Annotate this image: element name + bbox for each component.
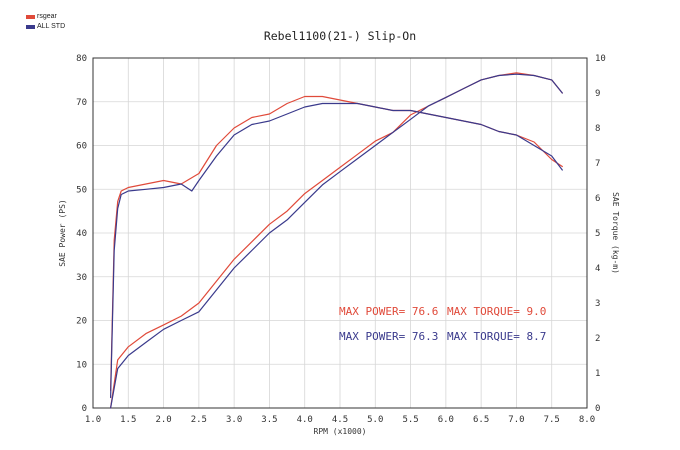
annotation-2: MAX POWER= 76.3	[339, 330, 438, 343]
y2-tick-label-5: 5	[595, 229, 600, 239]
x-tick-label-13: 7.5	[544, 415, 560, 425]
annotation-3: MAX TORQUE= 8.7	[447, 330, 546, 343]
y-tick-label-6: 60	[76, 142, 87, 152]
legend-swatch-rsgear	[26, 14, 35, 19]
y2-tick-label-8: 8	[595, 124, 600, 134]
annotation-1: MAX TORQUE= 9.0	[447, 305, 546, 318]
x-axis-label: RPM (x1000)	[314, 427, 367, 436]
series-line-rsgear-power	[109, 72, 563, 409]
x-tick-label-3: 2.5	[191, 415, 207, 425]
y2-axis-label: SAE Torque (kg-m)	[611, 192, 620, 274]
y2-tick-label-4: 4	[595, 264, 600, 274]
x-tick-label-7: 4.5	[332, 415, 348, 425]
y2-tick-label-3: 3	[595, 299, 600, 309]
x-tick-label-0: 1.0	[85, 415, 101, 425]
y-tick-label-7: 70	[76, 98, 87, 108]
y-tick-label-4: 40	[76, 229, 87, 239]
y-tick-label-3: 30	[76, 273, 87, 283]
x-tick-label-5: 3.5	[261, 415, 277, 425]
y2-tick-label-1: 1	[595, 369, 600, 379]
x-tick-label-6: 4.0	[297, 415, 313, 425]
legend-swatch-all-std	[26, 24, 35, 29]
y-tick-label-0: 0	[82, 404, 87, 414]
legend-item-rsgear: rsgear	[26, 13, 57, 20]
legend-label-rsgear: rsgear	[37, 13, 57, 20]
annotation-0: MAX POWER= 76.6	[339, 305, 438, 318]
series-line-all-std-torque	[109, 102, 563, 399]
y2-tick-label-9: 9	[595, 89, 600, 99]
y2-tick-label-2: 2	[595, 334, 600, 344]
chart-title: Rebel1100(21-) Slip-On	[263, 29, 417, 43]
x-tick-label-2: 2.0	[155, 415, 171, 425]
x-tick-label-4: 3.0	[226, 415, 242, 425]
series-line-all-std-power	[109, 73, 563, 409]
y-tick-label-8: 80	[76, 54, 87, 64]
x-tick-label-11: 6.5	[473, 415, 489, 425]
y-tick-label-1: 10	[76, 360, 87, 370]
y-tick-label-2: 20	[76, 317, 87, 327]
plot-frame	[92, 57, 588, 409]
y2-tick-label-10: 10	[595, 54, 606, 64]
y2-tick-label-0: 0	[595, 404, 600, 414]
x-tick-label-10: 6.0	[438, 415, 454, 425]
x-tick-label-9: 5.5	[402, 415, 418, 425]
y-axis-label: SAE Power (PS)	[58, 199, 67, 266]
series-line-rsgear-torque	[109, 95, 563, 392]
x-tick-label-8: 5.0	[367, 415, 383, 425]
y-tick-label-5: 50	[76, 185, 87, 195]
legend-label-all-std: ALL STD	[37, 23, 66, 30]
y2-tick-label-6: 6	[595, 194, 600, 204]
x-tick-label-1: 1.5	[120, 415, 136, 425]
x-tick-label-14: 8.0	[579, 415, 595, 425]
legend-item-all-std: ALL STD	[26, 23, 65, 30]
y2-tick-label-7: 7	[595, 159, 600, 169]
x-tick-label-12: 7.0	[508, 415, 524, 425]
